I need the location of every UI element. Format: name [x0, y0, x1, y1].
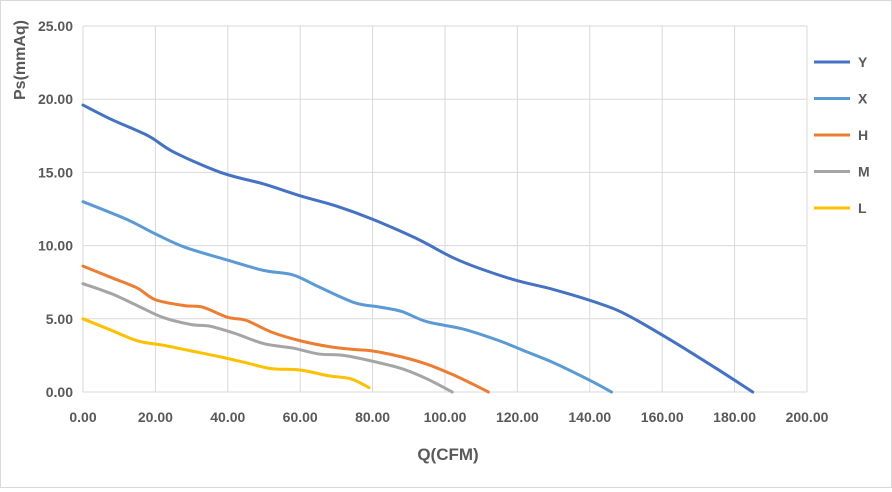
series-line-m	[81, 282, 454, 394]
legend-label: L	[858, 200, 867, 216]
legend-label: M	[858, 164, 870, 180]
legend-item-h: H	[814, 127, 868, 143]
x-tick-label: 60.00	[283, 409, 318, 425]
legend-item-m: M	[814, 164, 870, 180]
legend-item-l: L	[814, 200, 867, 216]
x-axis-title: Q(CFM)	[417, 445, 478, 464]
y-axis-title: Ps(mmAq)	[12, 20, 29, 100]
x-tick-label: 0.00	[69, 409, 96, 425]
series-line-y	[81, 103, 755, 394]
y-tick-label: 0.00	[46, 384, 73, 400]
y-axis-ticks: 0.00 5.00 10.00 15.00 20.00 25.00	[38, 18, 73, 400]
legend-label: Y	[858, 54, 868, 70]
legend-item-x: X	[814, 91, 868, 107]
y-tick-label: 25.00	[38, 18, 73, 34]
x-tick-label: 40.00	[210, 409, 245, 425]
x-tick-label: 140.00	[568, 409, 611, 425]
x-tick-label: 180.00	[713, 409, 756, 425]
grid	[82, 25, 808, 393]
x-tick-label: 20.00	[138, 409, 173, 425]
x-tick-label: 100.00	[424, 409, 467, 425]
legend: Y X H M L	[814, 54, 870, 216]
x-tick-label: 160.00	[641, 409, 684, 425]
series-line-h	[81, 264, 490, 394]
series-lines	[81, 103, 755, 394]
y-tick-label: 10.00	[38, 238, 73, 254]
legend-item-y: Y	[814, 54, 868, 70]
x-axis-ticks: 0.00 20.00 40.00 60.00 80.00 100.00 120.00 140.…	[69, 409, 828, 425]
y-tick-label: 20.00	[38, 91, 73, 107]
legend-label: H	[858, 127, 868, 143]
series-line-x	[81, 200, 614, 394]
y-tick-label: 5.00	[46, 311, 73, 327]
x-tick-label: 120.00	[496, 409, 539, 425]
x-tick-label: 200.00	[786, 409, 829, 425]
legend-label: X	[858, 91, 868, 107]
x-tick-label: 80.00	[355, 409, 390, 425]
y-tick-label: 15.00	[38, 164, 73, 180]
series-line-l	[81, 317, 371, 390]
